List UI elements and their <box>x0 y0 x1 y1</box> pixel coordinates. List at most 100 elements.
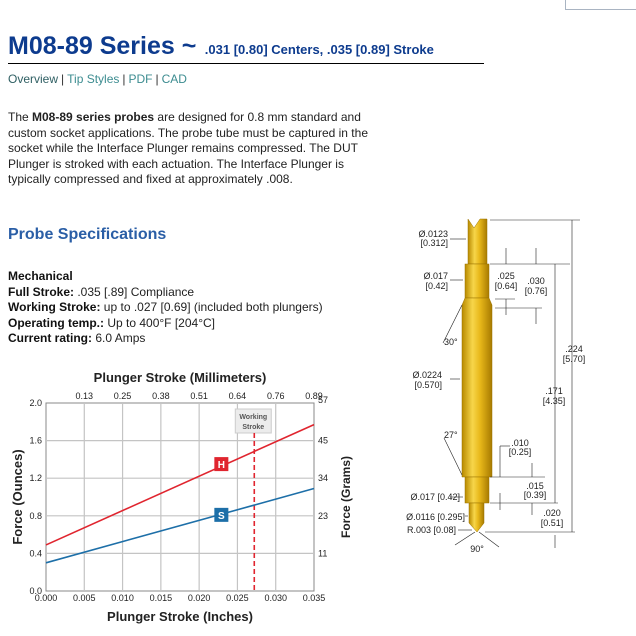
mechanical-specs: Mechanical Full Stroke: .035 [.89] Compl… <box>8 269 323 347</box>
spec-row: Current rating: 6.0 Amps <box>8 331 323 347</box>
x-tick-label: 0.020 <box>188 593 211 603</box>
label-tip-dia-mm: [0.312] <box>420 238 448 248</box>
force-chart: 0.000 0.005 0.13 0.010 0.25 0.015 0.38 0.020 0.5… <box>10 370 353 624</box>
label-d171-mm: [4.35] <box>543 396 566 406</box>
x2-tick-label: 0.76 <box>267 391 285 401</box>
series-label-box-h <box>214 457 229 472</box>
chart-title: Plunger Stroke (Millimeters) <box>94 370 267 385</box>
label-radius: R.003 [0.08] <box>407 525 456 535</box>
probe-diagram: Ø.0123 [0.312] Ø.017 [0.42] 30° Ø.0224 [… <box>406 218 585 554</box>
series-label-h: H <box>218 460 225 471</box>
label-bottom-collar: Ø.017 [0.42] <box>410 492 460 502</box>
nav-tip-styles[interactable]: Tip Styles <box>67 72 120 86</box>
spec-label: Working Stroke: <box>8 300 101 315</box>
label-collar-dia-mm: [0.42] <box>425 281 448 291</box>
corner-box <box>565 0 636 10</box>
label-d010-mm: [0.25] <box>509 447 532 457</box>
spec-value: up to .027 [0.69] (included both plunger… <box>100 300 323 315</box>
label-angle-bottom: 27° <box>444 430 458 440</box>
probe-shape <box>461 218 493 533</box>
x2-tick-label: 0.64 <box>229 391 247 401</box>
working-stroke-label: Working <box>239 414 267 421</box>
label-d020: .020 <box>543 508 561 518</box>
label-d025-mm: [0.64] <box>495 281 518 291</box>
intro-paragraph: The M08-89 series probes are designed fo… <box>8 110 378 188</box>
y2-tick-label: 57 <box>318 395 328 405</box>
x-tick-label: 0.035 <box>303 593 326 603</box>
x2-tick-label: 0.38 <box>152 391 170 401</box>
y2-tick-label: 45 <box>318 436 328 446</box>
x-tick-label: 0.015 <box>150 593 173 603</box>
label-body-dia: Ø.0224 <box>412 370 442 380</box>
spec-row: Operating temp.: Up to 400°F [204°C] <box>8 316 323 332</box>
label-bottom-plunger: Ø.0116 [0.295] <box>406 512 465 522</box>
mechanical-heading: Mechanical <box>8 269 73 283</box>
nav-separator: | <box>155 72 159 86</box>
series-label-s: S <box>218 511 225 522</box>
y-tick-label: 1.6 <box>29 436 42 446</box>
specs-heading: Probe Specifications <box>8 226 167 243</box>
intro-bold: M08-89 series probes <box>32 110 155 124</box>
sub-nav: Overview | Tip Styles | PDF | CAD <box>8 72 187 86</box>
x-tick-label: 0.010 <box>111 593 134 603</box>
x-tick-label: 0.025 <box>226 593 249 603</box>
spec-value: 6.0 Amps <box>92 331 146 346</box>
label-d020-mm: [0.51] <box>541 518 564 528</box>
y2-tick-label: 34 <box>318 473 328 483</box>
label-d015-mm: [0.39] <box>524 490 547 500</box>
series-label-box-s <box>214 507 229 522</box>
label-d030: .030 <box>527 276 545 286</box>
y2-tick-label: 11 <box>318 548 327 558</box>
title-subtitle: .031 [0.80] Centers, .035 [0.89] Stroke <box>204 42 434 57</box>
x-axis-label: Plunger Stroke (Inches) <box>107 609 253 624</box>
dimension-lines <box>442 219 580 548</box>
spec-row: Full Stroke: .035 [.89] Compliance <box>8 285 323 301</box>
spec-value: Up to 400°F [204°C] <box>104 315 216 330</box>
x2-tick-label: 0.51 <box>190 391 208 401</box>
spec-row: Working Stroke: up to .027 [0.69] (inclu… <box>8 300 323 316</box>
y2-tick-label: 23 <box>318 511 328 521</box>
label-d030-mm: [0.76] <box>525 286 548 296</box>
label-d010: .010 <box>511 438 529 448</box>
nav-separator: | <box>61 72 65 86</box>
nav-cad[interactable]: CAD <box>161 72 187 86</box>
y-tick-label: 2.0 <box>29 398 42 408</box>
label-collar-dia: Ø.017 <box>423 271 448 281</box>
spec-value: .035 [.89] Compliance <box>74 284 195 299</box>
x2-tick-label: 0.89 <box>305 391 323 401</box>
dimension-labels: Ø.0123 [0.312] Ø.017 [0.42] 30° Ø.0224 [… <box>406 229 585 554</box>
y2-axis-label: Force (Grams) <box>339 456 353 538</box>
title-divider <box>8 63 484 64</box>
spec-label: Operating temp.: <box>8 315 105 330</box>
nav-pdf[interactable]: PDF <box>128 72 153 86</box>
y-tick-label: 0.8 <box>29 511 42 521</box>
label-body-dia-mm: [0.570] <box>414 380 442 390</box>
x2-tick-label: 0.13 <box>76 391 94 401</box>
series-line-h <box>45 423 315 546</box>
page-title: M08-89 Series ~ .031 [0.80] Centers, .03… <box>8 32 434 61</box>
plot-area <box>45 402 315 592</box>
intro-prefix: The <box>8 110 33 124</box>
y-tick-label: 0.0 <box>29 586 42 596</box>
label-d224-mm: [5.70] <box>563 354 586 364</box>
intro-text: are designed for 0.8 mm standard and cus… <box>8 110 368 187</box>
y-tick-label: 1.2 <box>29 473 42 483</box>
x2-tick-label: 0.25 <box>114 391 132 401</box>
y-tick-label: 0.4 <box>29 548 42 558</box>
spec-label: Full Stroke: <box>8 284 75 299</box>
label-d224: .224 <box>565 344 583 354</box>
label-angle-top: 30° <box>444 337 458 347</box>
series-line-s <box>45 487 315 564</box>
y-axis-label: Force (Ounces) <box>10 449 25 544</box>
x-tick-label: 0.005 <box>73 593 96 603</box>
label-tip-dia: Ø.0123 <box>418 229 448 239</box>
working-stroke-label: Stroke <box>242 424 264 431</box>
nav-separator: | <box>122 72 126 86</box>
label-angle-tip: 90° <box>470 544 484 554</box>
title-main: M08-89 Series ~ <box>8 32 197 60</box>
x-tick-label: 0.030 <box>264 593 287 603</box>
nav-overview[interactable]: Overview <box>8 72 59 86</box>
spec-label: Current rating: <box>8 331 92 346</box>
label-d171: .171 <box>545 386 563 396</box>
